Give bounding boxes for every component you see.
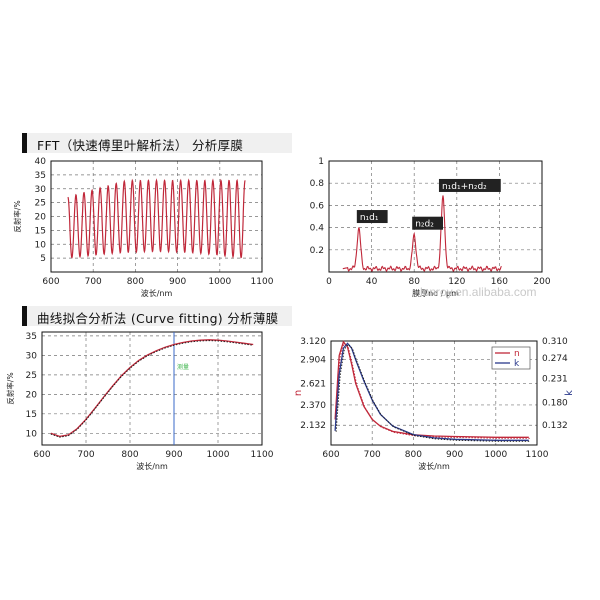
x-tick-label: 1100: [251, 277, 274, 287]
fft-section-title: FFT（快速傅里叶解析法） 分析厚膜: [37, 138, 244, 153]
peak-label-box: [438, 178, 501, 192]
x-tick-label: 1100: [526, 450, 549, 460]
x-tick-label: 200: [533, 277, 550, 287]
y-tick-label: 25: [35, 199, 46, 209]
y-left-tick-label: 2.370: [300, 401, 326, 411]
curve-fitting-section-title: 曲线拟合分析法 (Curve fitting) 分析薄膜: [37, 311, 279, 326]
x-tick-label: 80: [408, 277, 420, 287]
x-tick-label: 900: [165, 450, 182, 460]
y-right-tick-label: 0.132: [542, 421, 568, 431]
x-tick-label: 0: [326, 277, 332, 287]
y-tick-label: 0.6: [310, 201, 325, 211]
fft-section-header: FFT（快速傅里叶解析法） 分析厚膜: [22, 133, 292, 153]
peak-label-box: [356, 210, 388, 224]
x-tick-label: 800: [127, 277, 144, 287]
x-tick-label: 1000: [207, 450, 230, 460]
x-tick-label: 700: [85, 277, 102, 287]
x-axis-label: 波长/nm: [418, 461, 450, 471]
watermark: lonroy.en.alibaba.com: [420, 285, 537, 299]
x-tick-label: 120: [448, 277, 465, 287]
y-tick-label: 15: [26, 410, 37, 420]
y-left-tick-label: 2.904: [300, 355, 326, 365]
y-tick-label: 0.8: [310, 179, 325, 189]
y-tick-label: 0.2: [310, 246, 324, 256]
peak-label-box: [412, 216, 443, 230]
plot-frame: [328, 160, 543, 273]
y-right-tick-label: 0.310: [542, 337, 568, 347]
x-tick-label: 800: [405, 450, 422, 460]
y-tick-label: 15: [35, 226, 46, 236]
peak-label: n₁d₁+n₂d₂: [442, 182, 487, 192]
x-tick-label: 40: [366, 277, 378, 287]
y-tick-label: 25: [26, 371, 37, 381]
y-left-tick-label: 2.621: [300, 380, 326, 390]
y-tick-label: 35: [35, 171, 46, 181]
legend-n-label: n: [514, 349, 520, 359]
y-right-axis-label: k: [564, 390, 575, 396]
y-tick-label: 5: [40, 254, 46, 264]
x-tick-label: 600: [322, 450, 339, 460]
x-tick-label: 700: [364, 450, 381, 460]
peak-label: n₂d₂: [415, 220, 434, 230]
plot-frame: [41, 331, 263, 446]
measured-line: [50, 339, 254, 438]
k-series-fit-line: [335, 343, 530, 442]
y-tick-label: 10: [26, 429, 38, 439]
legend-box: [491, 346, 531, 370]
fitted-line: [50, 340, 254, 438]
x-tick-label: 900: [446, 450, 463, 460]
y-right-tick-label: 0.274: [542, 354, 568, 364]
y-tick-label: 20: [26, 390, 38, 400]
y-tick-label: 30: [35, 185, 47, 195]
reflectance-line: [67, 178, 246, 259]
x-tick-label: 900: [169, 277, 186, 287]
y-left-tick-label: 2.132: [300, 421, 326, 431]
spectrum-line: [342, 195, 502, 273]
x-tick-label: 600: [42, 277, 59, 287]
x-tick-label: 160: [491, 277, 508, 287]
y-tick-label: 40: [35, 157, 47, 167]
y-right-tick-label: 0.180: [542, 398, 568, 408]
y-tick-label: 1: [318, 157, 324, 167]
plot-frame: [50, 160, 263, 273]
plot-frame: [330, 340, 538, 446]
y-tick-label: 10: [35, 240, 47, 250]
legend-k-label: k: [514, 359, 520, 369]
y-tick-label: 20: [35, 213, 47, 223]
x-tick-label: 1000: [208, 277, 231, 287]
x-tick-label: 600: [33, 450, 50, 460]
y-axis-label: 反射率/%: [12, 200, 22, 232]
curve-fitting-section-header: 曲线拟合分析法 (Curve fitting) 分析薄膜: [22, 306, 292, 326]
x-tick-label: 700: [77, 450, 94, 460]
y-left-axis-label: n: [293, 390, 304, 396]
x-axis-label: 波长/nm: [136, 461, 168, 471]
y-axis-label: 反射率/%: [5, 372, 15, 404]
x-tick-label: 1100: [251, 450, 274, 460]
y-tick-label: 30: [26, 351, 38, 361]
measurement-marker-label: 测量: [177, 363, 189, 371]
k-series-line: [334, 342, 529, 441]
x-tick-label: 800: [121, 450, 138, 460]
y-left-tick-label: 3.120: [300, 337, 326, 347]
x-axis-label: 膜厚nd / μm: [412, 288, 459, 298]
x-tick-label: 1000: [484, 450, 507, 460]
y-tick-label: 0.4: [310, 224, 325, 234]
y-right-tick-label: 0.231: [542, 374, 568, 384]
y-tick-label: 35: [26, 332, 37, 342]
peak-label: n₁d₁: [360, 213, 379, 223]
x-axis-label: 波长/nm: [141, 288, 173, 298]
